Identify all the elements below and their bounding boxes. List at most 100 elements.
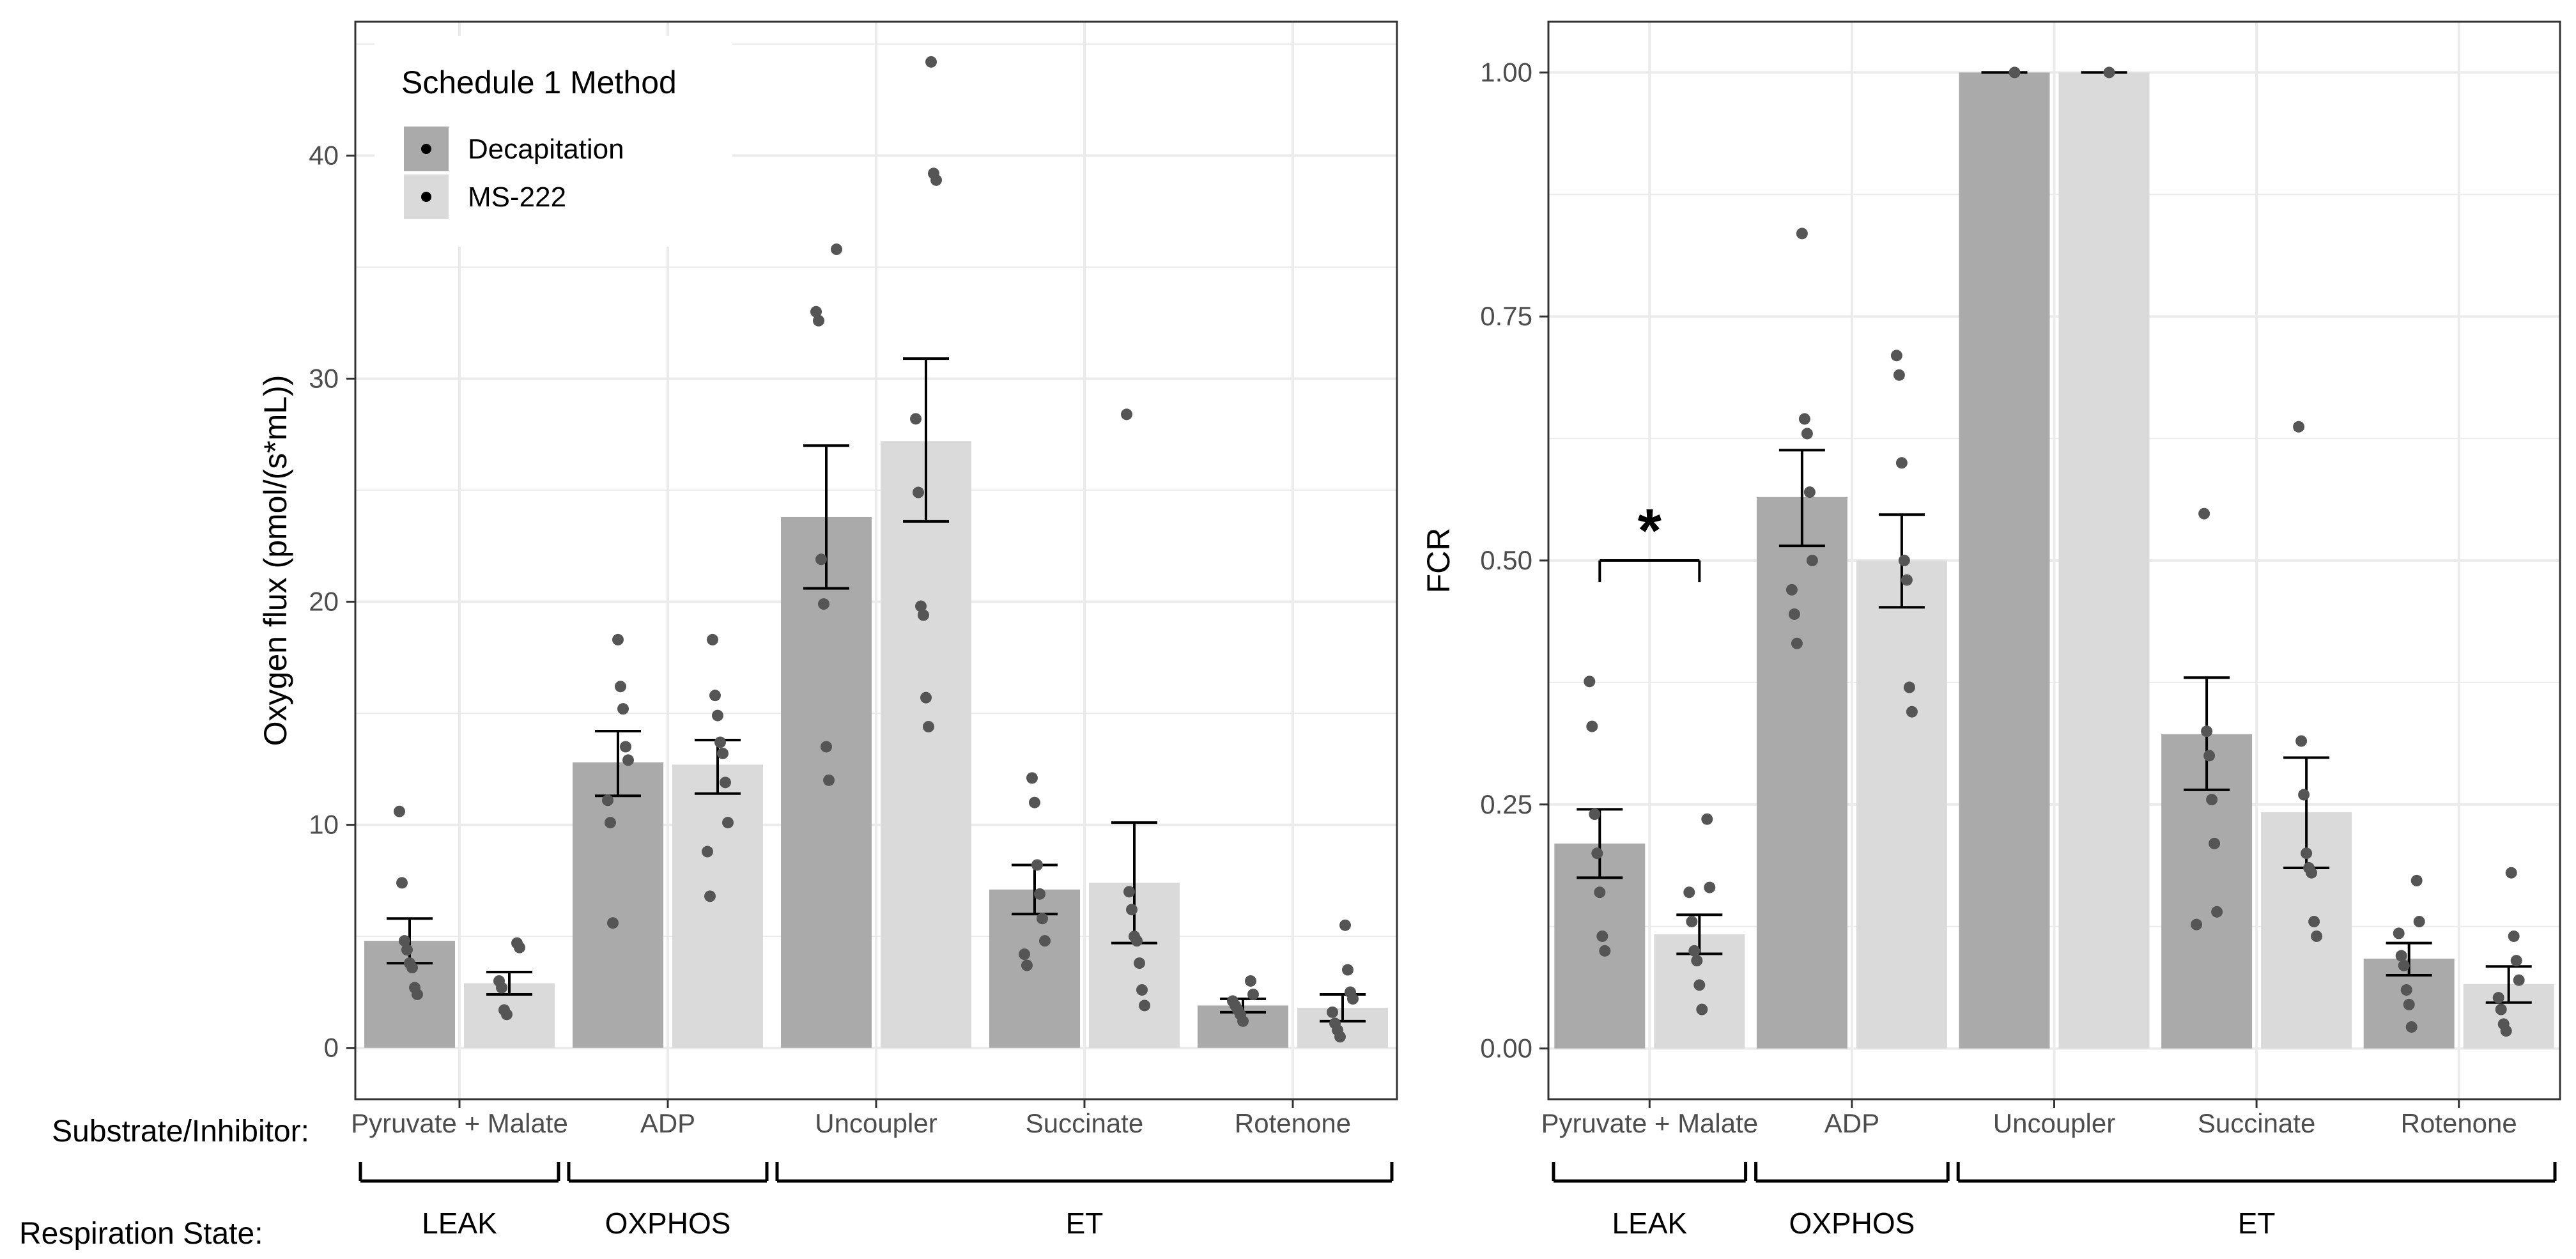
data-point [810, 305, 822, 318]
data-point [2301, 847, 2313, 860]
data-point [399, 935, 410, 947]
data-point [1131, 935, 1143, 947]
data-point [1691, 955, 1703, 967]
x-tick-label: Succinate [1026, 1108, 1143, 1138]
data-point [607, 917, 619, 929]
data-point [1247, 988, 1259, 1000]
data-point [396, 877, 408, 889]
y-tick-label: 40 [309, 140, 339, 170]
y-tick-label: 0.50 [1480, 545, 1532, 575]
data-point [1898, 555, 1910, 566]
data-point [2211, 906, 2223, 918]
y-tick-label: 0.00 [1480, 1033, 1532, 1063]
data-point [1134, 957, 1145, 969]
bar-decapitation [1756, 497, 1847, 1049]
data-point [821, 741, 832, 753]
data-point [1599, 945, 1611, 957]
data-point [720, 776, 731, 789]
y-tick-label: 30 [309, 364, 339, 394]
data-point [930, 174, 942, 186]
data-point [717, 747, 729, 759]
data-point [813, 314, 824, 327]
state-bracket [1552, 1162, 1748, 1183]
data-point [1903, 681, 1915, 693]
data-point [1026, 772, 1038, 784]
y-tick-label: 0.25 [1480, 789, 1532, 819]
data-point [412, 988, 423, 1000]
bar-ms222 [881, 441, 971, 1048]
data-point [1037, 913, 1048, 925]
x-tick-label: Uncoupler [815, 1108, 937, 1138]
data-point [1893, 369, 1905, 381]
data-point [2505, 867, 2517, 879]
legend-key-point [421, 144, 431, 154]
data-point [1334, 1031, 1346, 1043]
data-point [1594, 886, 1606, 899]
data-point [818, 598, 829, 610]
data-point [2311, 930, 2323, 942]
legend-key [404, 174, 449, 219]
data-point [915, 600, 927, 612]
data-point [514, 941, 525, 954]
error-bar [2485, 965, 2532, 1004]
data-point [1803, 486, 1816, 498]
error-bar [1778, 449, 1825, 548]
data-point [1704, 881, 1716, 893]
data-point [2191, 918, 2203, 931]
data-point [1801, 428, 1813, 440]
data-point [1890, 350, 1902, 362]
bar-decapitation [1959, 72, 2050, 1049]
state-label: LEAK [422, 1207, 497, 1240]
x-tick-label: Pyruvate + Malate [1541, 1108, 1758, 1138]
data-point [712, 709, 723, 722]
data-point [406, 962, 418, 974]
data-point [2410, 874, 2423, 886]
data-point [2508, 930, 2520, 942]
data-point [2306, 867, 2318, 879]
error-bar [595, 730, 641, 798]
x-tick-label: Rotenone [2401, 1108, 2517, 1138]
data-point [2295, 735, 2308, 747]
data-point [2398, 959, 2410, 971]
data-point [1584, 676, 1596, 688]
data-point [714, 736, 726, 748]
data-point [602, 794, 613, 807]
data-point [1688, 945, 1701, 957]
error-bar [2386, 941, 2432, 977]
error-bar [903, 357, 949, 523]
state-bracket [1754, 1162, 1950, 1183]
state-label: ET [1066, 1207, 1104, 1240]
x-tick-label: Rotenone [1235, 1108, 1351, 1138]
data-point [1791, 637, 1803, 649]
data-point [2293, 421, 2305, 433]
error-bar [803, 444, 849, 590]
data-point [1245, 975, 1256, 987]
data-point [823, 774, 835, 786]
data-point [1237, 1015, 1249, 1027]
bar-decapitation [989, 889, 1080, 1048]
data-point [913, 486, 924, 498]
data-point [1696, 1003, 1708, 1016]
data-point [1031, 859, 1043, 871]
data-point [2103, 66, 2115, 79]
data-point [1136, 984, 1148, 996]
data-point [605, 817, 616, 829]
data-point [620, 741, 631, 753]
data-point [925, 56, 937, 68]
data-point [1034, 888, 1045, 900]
y-axis-label: Oxygen flux (pmol/(s*mL)) [258, 375, 293, 746]
legend-label: MS-222 [468, 182, 566, 213]
data-point [1806, 555, 1818, 566]
chart-panel-right: 0.00 0.25 0.50 0.75 1.00 Pyruvate + Malate ADP… [1421, 20, 2561, 1240]
bar-ms222 [1856, 560, 1947, 1049]
x-tick-label: Uncoupler [1993, 1108, 2115, 1138]
data-point [1039, 935, 1051, 947]
data-point [1139, 1000, 1150, 1012]
y-axis-label: FCR [1421, 528, 1456, 594]
data-point [910, 413, 922, 425]
state-bracket [775, 1162, 1394, 1183]
data-point [2308, 916, 2320, 928]
y-tick-label: 1.00 [1480, 57, 1532, 87]
data-point [2198, 507, 2210, 520]
